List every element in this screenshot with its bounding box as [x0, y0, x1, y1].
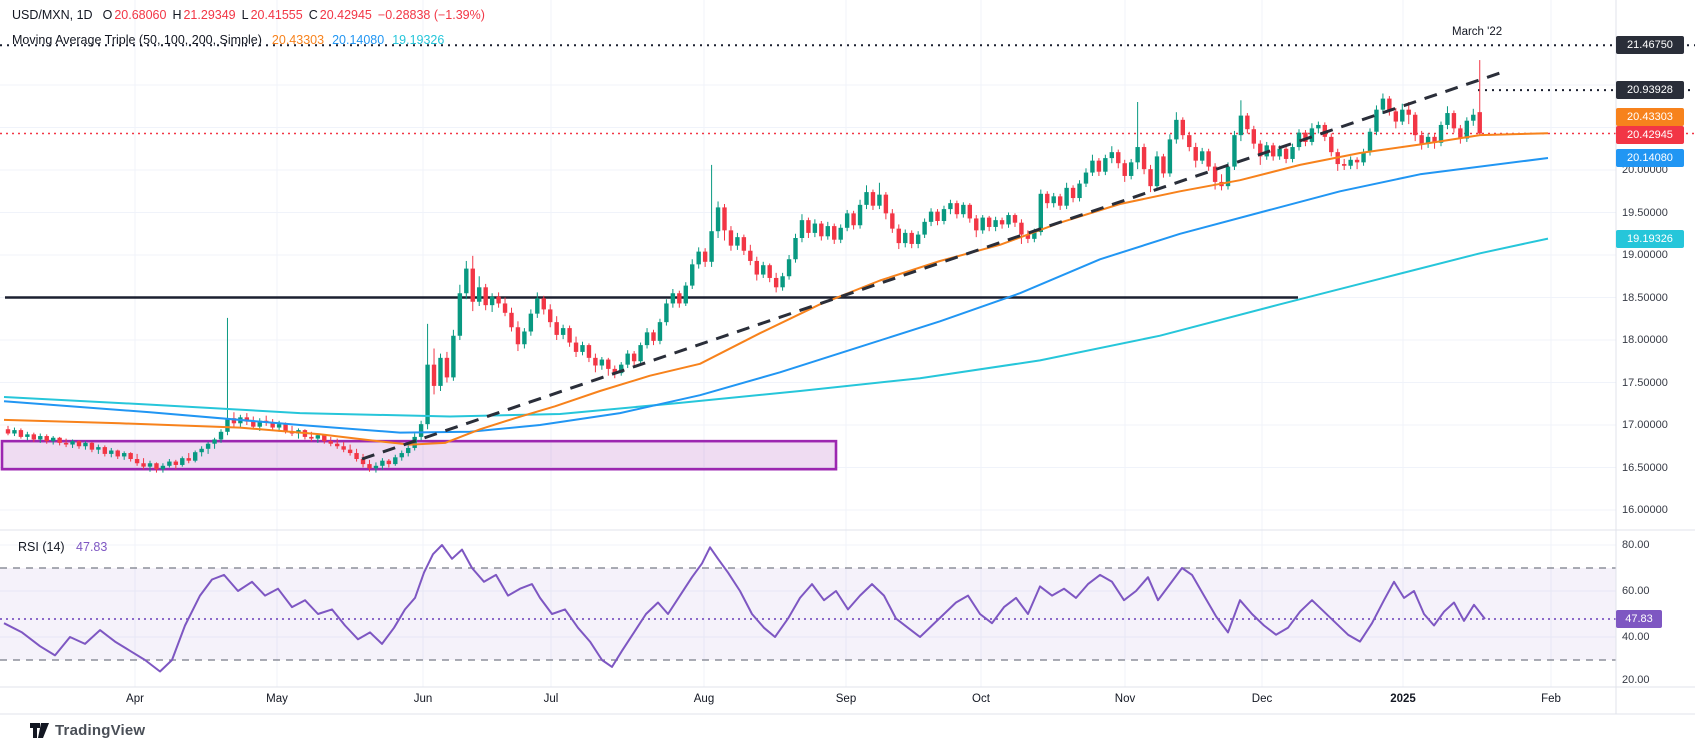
time-tick-label: Jul — [543, 693, 559, 705]
ohlc-high-value: 21.29349 — [183, 8, 236, 22]
time-tick-label: Jun — [413, 693, 433, 705]
time-tick-label: 2025 — [1390, 693, 1416, 705]
ma-indicator-legend[interactable]: Moving Average Triple (50, 100, 200, Sim… — [12, 33, 444, 47]
tradingview-logo[interactable]: TradingView — [30, 722, 145, 739]
rsi-value: 47.83 — [76, 540, 108, 554]
tradingview-logo-text: TradingView — [55, 722, 146, 739]
price-axis-badge: 21.46750 — [1616, 36, 1684, 54]
ohlc-low-label: L — [241, 8, 249, 22]
ohlc-open-value: 20.68060 — [114, 8, 167, 22]
time-tick-label: Dec — [1251, 693, 1273, 705]
price-tick-label: 18.50000 — [1622, 291, 1668, 304]
rsi-axis-badge: 47.83 — [1616, 610, 1662, 628]
price-tick-label: 18.00000 — [1622, 334, 1668, 346]
price-tick-label: 17.50000 — [1622, 376, 1668, 389]
time-tick-label: Sep — [835, 693, 857, 705]
change-value: −0.28838 (−1.39%) — [377, 8, 485, 22]
price-tick-label: 17.00000 — [1622, 419, 1668, 431]
price-axis-badge: 19.19326 — [1616, 230, 1684, 248]
time-tick-label: Oct — [972, 693, 990, 705]
rsi-period: (14) — [42, 540, 65, 554]
ma50-value: 20.43303 — [271, 33, 325, 47]
rsi-tick-label: 40.00 — [1622, 631, 1650, 643]
tradingview-logo-icon — [30, 723, 49, 738]
ohlc-close-label: C — [308, 8, 318, 22]
price-tick-label: 16.50000 — [1622, 461, 1668, 474]
price-axis-badge: 20.93928 — [1616, 81, 1684, 99]
rsi-tick-label: 60.00 — [1622, 585, 1650, 597]
price-tick-label: 19.00000 — [1622, 249, 1668, 261]
time-tick-label: Feb — [1541, 693, 1561, 705]
price-tick-label: 16.00000 — [1622, 504, 1668, 516]
rsi-tick-label: 20.00 — [1622, 674, 1650, 686]
symbol-title: USD/MXN, 1D — [12, 8, 93, 22]
rsi-title: RSI — [18, 540, 39, 554]
ma-indicator-title: Moving Average Triple (50, 100, 200, Sim… — [12, 33, 262, 47]
time-tick-label: May — [266, 693, 288, 705]
price-axis-badge: 20.42945 — [1616, 126, 1684, 144]
ohlc-close-value: 20.42945 — [319, 8, 372, 22]
rsi-indicator-legend[interactable]: RSI (14) 47.83 — [18, 540, 107, 554]
trendline-annotation: March '22 — [1452, 26, 1503, 38]
ohlc-low-value: 20.41555 — [250, 8, 303, 22]
ma100-value: 20.14080 — [332, 33, 385, 47]
price-axis-badge: 20.14080 — [1616, 149, 1684, 167]
time-tick-label: Nov — [1114, 693, 1136, 705]
ohlc-high-label: H — [172, 8, 182, 22]
ma200-value: 19.19326 — [392, 33, 445, 47]
time-tick-label: Aug — [693, 693, 715, 705]
price-tick-label: 19.50000 — [1622, 206, 1668, 219]
rsi-tick-label: 80.00 — [1622, 539, 1650, 551]
symbol-legend[interactable]: USD/MXN, 1D O 20.68060 H 21.29349 L 20.41555 C 2… — [12, 8, 491, 22]
ohlc-open-label: O — [102, 8, 113, 22]
time-tick-label: Apr — [126, 693, 144, 705]
price-tick-label: 20.00000 — [1622, 164, 1668, 176]
price-axis-badge: 20.43303 — [1616, 108, 1684, 126]
